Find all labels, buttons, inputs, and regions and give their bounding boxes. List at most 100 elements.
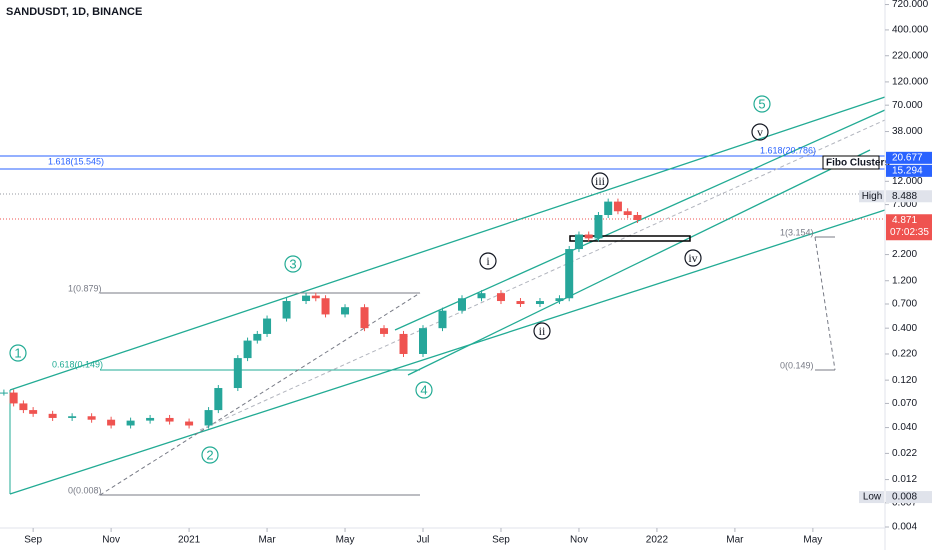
- price-tag: [886, 214, 932, 241]
- x-tick-label: 2022: [646, 535, 669, 546]
- y-tick-label: 0.220: [892, 349, 917, 360]
- candle-body: [584, 234, 593, 239]
- tag-box: [859, 491, 884, 504]
- candle-body: [9, 392, 18, 404]
- subwave-label: ii: [539, 324, 546, 338]
- candle-body: [623, 211, 632, 216]
- candles: [0, 198, 642, 429]
- candle-body: [165, 417, 174, 422]
- fib-label: 0.618(0.149): [52, 359, 103, 369]
- wave-label: 2: [206, 447, 213, 462]
- subwave-circle: [684, 249, 702, 267]
- wave-circle: [284, 255, 302, 273]
- y-tick-label: 0.022: [892, 448, 917, 459]
- candle-body: [604, 201, 613, 216]
- chart-title: SANDUSDT, 1D, BINANCE: [6, 6, 142, 18]
- wave-label: 1: [14, 345, 21, 360]
- fib-trend: [814, 236, 836, 371]
- candle-body: [214, 388, 223, 411]
- price-tag-label: 0.008: [892, 492, 917, 503]
- candle-body: [204, 410, 213, 426]
- candle-body: [263, 318, 272, 334]
- candle-body: [535, 301, 544, 305]
- price-tag-label: 4.871: [892, 215, 917, 226]
- y-tick-label: 0.012: [892, 474, 917, 485]
- fib-label: 1(0.879): [68, 283, 102, 293]
- y-tick-label: 12.000: [892, 176, 923, 187]
- price-tag: [886, 164, 932, 177]
- candle-body: [477, 293, 486, 299]
- candle-body: [565, 249, 574, 299]
- channel-line: [407, 149, 871, 376]
- candle-body: [516, 301, 525, 305]
- x-tick-label: May: [336, 535, 355, 546]
- candle-body: [48, 413, 57, 418]
- fib-label: 0(0.149): [780, 360, 814, 370]
- subwave-circle: [479, 252, 497, 270]
- candle-body: [19, 403, 28, 411]
- annotations: 1.618(15.545) 0.618(0.149) 1(0.879) 0(0.…: [9, 95, 890, 495]
- y-tick-label: 400.000: [892, 25, 929, 36]
- y-tick-label: 0.070: [892, 398, 917, 409]
- x-tick-label: Mar: [258, 535, 276, 546]
- candle-body: [496, 293, 505, 302]
- subwave-circle: [533, 322, 551, 340]
- y-tick-label: 720.000: [892, 0, 929, 10]
- y-tick-label: 0.700: [892, 299, 917, 310]
- price-tag: [886, 491, 932, 504]
- candle-body: [243, 340, 252, 359]
- wave-circle: [9, 344, 27, 362]
- x-tick-label: May: [803, 535, 822, 546]
- price-tag-label: 20.677: [892, 152, 923, 163]
- price-tag-label: 15.294: [892, 165, 923, 176]
- candle-body: [29, 410, 38, 414]
- tag-label: Low: [863, 492, 882, 503]
- x-tick-label: Sep: [24, 535, 42, 546]
- subwave-label: iii: [595, 174, 606, 188]
- price-tag-label: 8.488: [892, 191, 917, 202]
- x-tick-label: 2021: [178, 535, 201, 546]
- candle-body: [633, 215, 642, 220]
- candle-body: [574, 234, 583, 250]
- candle-body: [321, 298, 330, 315]
- candle-body: [594, 215, 603, 239]
- y-tick-label: 0.400: [892, 323, 917, 334]
- candle-body: [185, 421, 194, 426]
- fib-label: 1.618(15.545): [48, 156, 104, 166]
- candle-body: [233, 358, 242, 389]
- candle-body: [107, 419, 116, 426]
- x-tick-label: Jul: [417, 535, 430, 546]
- price-tag: [886, 190, 932, 203]
- x-tick-label: Sep: [492, 535, 510, 546]
- wave-circle: [753, 95, 771, 113]
- subwave-label: i: [486, 254, 490, 268]
- wave-circle: [201, 446, 219, 464]
- axes: 720.000 400.000 220.000 120.000 70.000 38.000…: [24, 0, 932, 546]
- y-tick-label: 0.040: [892, 422, 917, 433]
- x-tick-label: Mar: [726, 535, 744, 546]
- wave-label: 5: [758, 96, 765, 111]
- candle-body: [438, 310, 447, 329]
- tag-label: High: [862, 191, 883, 202]
- wave-label: 4: [420, 382, 427, 397]
- candle-body: [555, 298, 564, 302]
- candle-body: [253, 333, 262, 341]
- subwave-label: iv: [688, 251, 697, 265]
- channel-line: [9, 96, 886, 391]
- candle-body: [0, 392, 8, 394]
- x-tick-label: Nov: [570, 535, 588, 546]
- wave-label: 3: [289, 256, 296, 271]
- candle-body: [341, 307, 350, 315]
- cluster-label: Fibo Clusters: [826, 158, 890, 169]
- candle-body: [360, 307, 369, 329]
- y-tick-label: 0.004: [892, 522, 917, 533]
- subwave-circle: [591, 172, 609, 190]
- subwave-label: v: [757, 125, 763, 139]
- tag-box: [859, 190, 884, 203]
- subwave-circle: [751, 123, 769, 141]
- cluster-box: [822, 155, 880, 170]
- candle-body: [68, 416, 77, 418]
- candle-body: [457, 298, 466, 311]
- channel-line: [394, 109, 886, 331]
- fib-label: 0(0.008): [68, 485, 102, 495]
